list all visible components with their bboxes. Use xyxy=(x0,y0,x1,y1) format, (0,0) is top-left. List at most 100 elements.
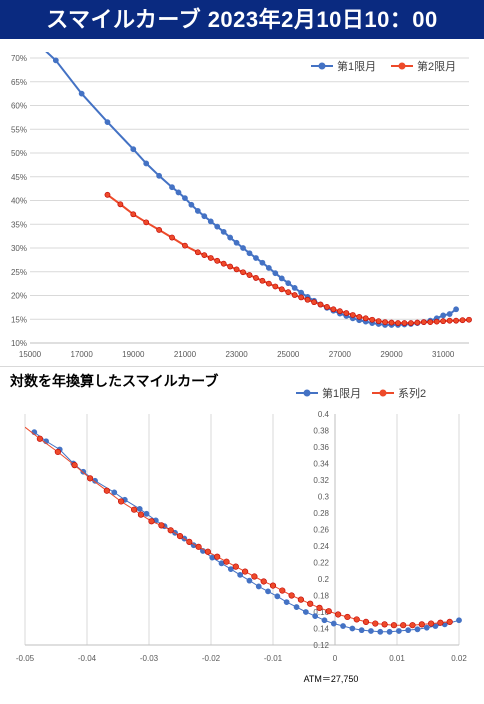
data-point xyxy=(54,448,61,456)
data-point xyxy=(169,234,175,241)
data-point xyxy=(272,283,279,290)
data-point xyxy=(440,318,447,325)
y-tick-label: 0.14 xyxy=(313,625,329,634)
x-tick-label: -0.01 xyxy=(264,654,283,663)
data-point xyxy=(330,306,337,313)
data-point xyxy=(369,316,376,323)
legend-label: 第1限月 xyxy=(322,386,361,400)
data-point xyxy=(343,310,350,316)
log-smile-curve-chart: 対数を年換算したスマイルカーブ -0.05 -0.04 -0.03 -0.02 -0.01… xyxy=(9,373,467,684)
y-tick-label: 65% xyxy=(11,78,27,87)
trend-line-1 xyxy=(33,431,460,633)
data-point xyxy=(255,583,262,590)
data-point xyxy=(453,306,459,313)
data-point xyxy=(246,577,253,584)
data-point xyxy=(227,234,234,241)
y-tick-label: 0.26 xyxy=(313,526,329,535)
data-point xyxy=(362,618,370,625)
data-point xyxy=(356,313,363,320)
data-point xyxy=(382,319,388,325)
data-point xyxy=(251,573,258,580)
x-tick-label: 21000 xyxy=(174,350,197,359)
data-point xyxy=(246,272,253,278)
data-point xyxy=(259,259,266,266)
data-point xyxy=(437,619,444,626)
data-point xyxy=(317,301,324,308)
y-tick-label: 30% xyxy=(11,244,27,253)
data-point xyxy=(143,160,150,167)
data-point xyxy=(423,624,430,631)
data-point xyxy=(307,600,314,607)
data-point xyxy=(446,311,453,317)
y-tick-label: 0.2 xyxy=(318,575,330,584)
x-tick-label: -0.05 xyxy=(16,654,35,663)
data-point xyxy=(279,587,286,594)
data-point xyxy=(288,592,295,599)
data-point xyxy=(220,228,227,235)
data-point xyxy=(311,299,317,306)
data-point xyxy=(377,628,384,635)
data-point xyxy=(297,596,305,603)
y-tick-label: 0.36 xyxy=(313,443,329,452)
data-point xyxy=(227,263,234,270)
y-tick-label: 0.32 xyxy=(313,476,329,485)
y-tick-label: 45% xyxy=(11,173,27,182)
y-tick-label: 0.28 xyxy=(313,509,329,518)
data-point xyxy=(71,462,78,469)
data-point xyxy=(466,316,472,323)
data-point xyxy=(136,505,143,512)
data-point xyxy=(52,57,59,64)
atm-annotation: ATM＝27,750 xyxy=(304,674,359,684)
data-point xyxy=(265,265,272,271)
data-point xyxy=(395,320,401,326)
x-tick-label: 0 xyxy=(333,654,338,663)
data-point xyxy=(214,553,221,560)
data-point xyxy=(325,608,332,615)
x-tick-label: -0.02 xyxy=(202,654,221,663)
chart-panel-1: 10% 15% 20% 25% 30% 35% 40% 45% 50% 55% 60% 65% 70% 1… xyxy=(0,39,484,365)
chart-title: 対数を年換算したスマイルカーブ xyxy=(9,373,218,389)
data-point xyxy=(433,318,440,325)
data-point xyxy=(420,319,427,325)
data-point xyxy=(446,317,453,324)
y-tick-label: 50% xyxy=(11,149,27,158)
data-point xyxy=(117,498,125,505)
x-tick-label: 27000 xyxy=(329,350,352,359)
data-point xyxy=(207,218,214,225)
data-point xyxy=(227,566,234,572)
data-point xyxy=(78,90,85,97)
data-point xyxy=(240,269,246,276)
series-line-2 xyxy=(106,193,470,325)
data-point xyxy=(304,296,311,303)
data-point xyxy=(362,315,369,322)
y-tick-label: 0.3 xyxy=(318,493,330,502)
x-tick-label: 0.02 xyxy=(451,654,467,663)
data-point xyxy=(137,511,145,518)
data-point xyxy=(204,548,211,555)
data-point xyxy=(223,558,230,565)
data-point xyxy=(214,223,221,230)
data-point xyxy=(130,146,137,153)
data-point xyxy=(405,627,412,634)
data-point xyxy=(456,617,462,624)
data-point xyxy=(324,303,330,310)
trend-line-extension xyxy=(25,426,41,440)
data-point xyxy=(278,286,285,293)
data-point xyxy=(298,289,305,296)
data-point xyxy=(265,280,272,287)
x-tick-label: 17000 xyxy=(71,350,94,359)
data-point xyxy=(253,275,259,281)
y-tick-label: 40% xyxy=(11,197,27,206)
data-point xyxy=(131,506,138,513)
legend-label: 系列2 xyxy=(398,386,426,400)
y-tick-label: 25% xyxy=(11,268,27,277)
data-point xyxy=(201,213,208,220)
legend-marker xyxy=(318,62,326,70)
legend-marker xyxy=(398,62,406,70)
y-tick-label: 0.18 xyxy=(313,592,329,601)
data-point xyxy=(414,626,421,633)
data-point xyxy=(220,260,227,267)
data-point xyxy=(111,489,118,496)
data-point xyxy=(291,284,298,291)
x-tick-label: 0.01 xyxy=(389,654,405,663)
